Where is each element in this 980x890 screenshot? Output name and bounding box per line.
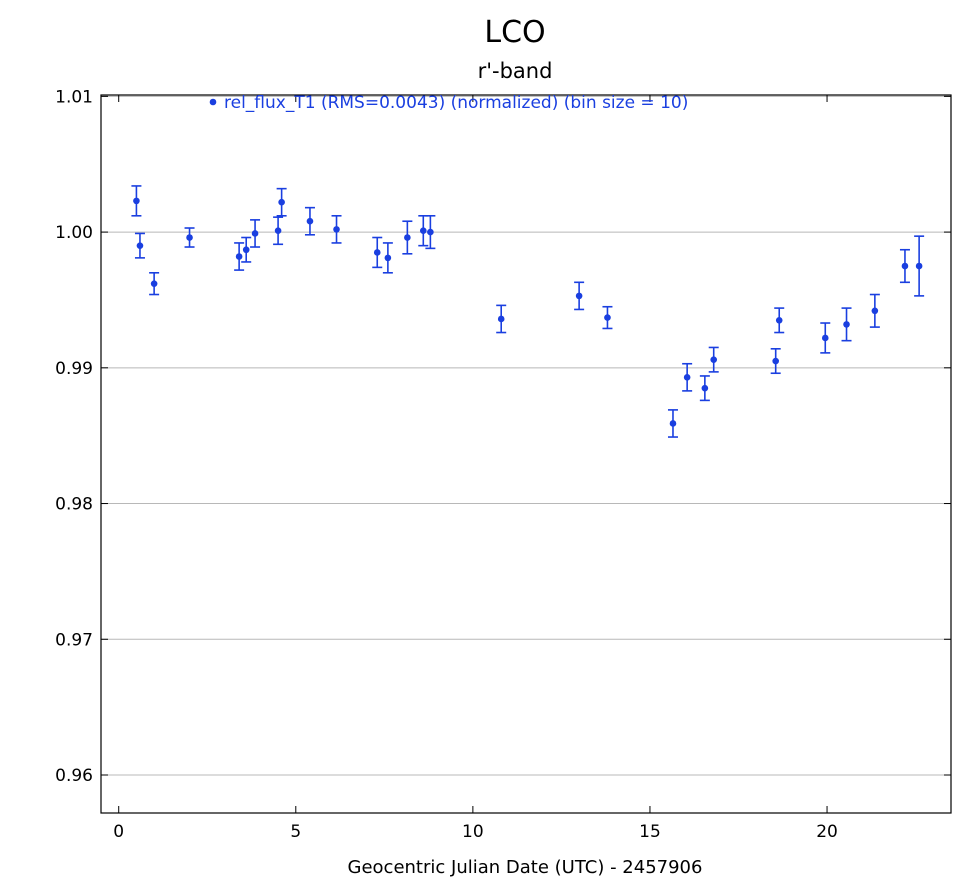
legend-label: rel_flux_T1 (RMS=0.0043) (normalized) (b… — [224, 93, 688, 113]
y-tick-label: 1.01 — [55, 87, 93, 107]
data-point — [699, 375, 710, 402]
data-point — [841, 307, 852, 342]
data-marker — [274, 227, 282, 235]
data-marker — [251, 230, 259, 237]
data-marker — [775, 317, 783, 324]
data-point — [682, 362, 693, 392]
x-tick-label: 20 — [816, 822, 838, 842]
data-marker — [333, 226, 340, 233]
data-marker — [136, 242, 144, 249]
data-marker — [427, 228, 434, 236]
data-point — [774, 307, 785, 334]
data-marker — [242, 246, 250, 254]
data-marker — [901, 262, 909, 270]
data-point — [304, 206, 315, 236]
data-marker — [604, 314, 611, 321]
data-point — [131, 185, 142, 217]
data-marker — [235, 253, 243, 260]
data-point — [382, 242, 393, 274]
data-marker — [186, 234, 193, 241]
data-marker — [915, 262, 923, 270]
data-marker — [701, 384, 709, 392]
data-point — [770, 348, 781, 375]
data-marker — [306, 217, 314, 225]
x-axis-label: Geocentric Julian Date (UTC) - 2457906 — [348, 857, 703, 878]
y-tick-label: 0.97 — [55, 630, 93, 650]
data-point — [667, 409, 678, 438]
plot-frame — [100, 94, 952, 814]
data-series — [131, 185, 925, 438]
x-tick-label: 15 — [639, 822, 661, 842]
grid-lines — [101, 95, 951, 776]
y-tick-label: 0.99 — [55, 359, 93, 379]
data-point — [273, 216, 284, 246]
x-axis-ticks: 0 5 10 15 20 — [113, 95, 838, 842]
data-point — [899, 248, 910, 284]
data-point — [496, 304, 507, 334]
data-point — [602, 305, 613, 330]
data-marker — [278, 198, 285, 206]
legend-marker — [209, 98, 217, 106]
data-marker — [669, 420, 677, 427]
chart-title: LCO — [484, 15, 545, 50]
data-point — [250, 219, 261, 248]
data-marker — [373, 249, 381, 256]
legend: rel_flux_T1 (RMS=0.0043) (normalized) (b… — [209, 93, 688, 113]
x-tick-label: 5 — [290, 822, 301, 842]
chart-subtitle: r'-band — [478, 59, 553, 83]
data-marker — [150, 280, 158, 287]
x-tick-label: 0 — [113, 822, 124, 842]
data-marker — [772, 357, 779, 365]
data-marker — [384, 254, 392, 262]
data-point — [331, 214, 342, 244]
y-tick-label: 1.00 — [55, 223, 93, 243]
data-marker — [710, 356, 718, 363]
data-point — [574, 281, 585, 311]
data-marker — [575, 292, 583, 300]
y-axis-ticks: 0.96 0.97 0.98 0.99 1.00 1.01 — [55, 87, 951, 786]
data-marker — [419, 227, 427, 235]
data-point — [372, 236, 383, 269]
data-point — [134, 232, 145, 259]
data-marker — [843, 321, 850, 328]
data-point — [914, 235, 925, 297]
data-marker — [683, 374, 691, 381]
data-marker — [871, 307, 879, 315]
data-point — [184, 227, 195, 248]
data-point — [418, 214, 429, 247]
data-marker — [404, 234, 411, 241]
data-point — [402, 220, 413, 255]
data-point — [708, 346, 719, 373]
data-point — [234, 242, 245, 271]
data-point — [149, 272, 160, 296]
data-point — [425, 214, 436, 250]
data-marker — [497, 315, 505, 323]
x-tick-label: 10 — [462, 822, 484, 842]
data-point — [869, 293, 880, 328]
data-point — [276, 187, 287, 217]
data-point — [241, 236, 252, 263]
y-tick-label: 0.98 — [55, 495, 93, 515]
data-point — [820, 322, 831, 354]
data-marker — [821, 334, 829, 342]
y-tick-label: 0.96 — [55, 766, 93, 786]
data-marker — [133, 197, 140, 205]
